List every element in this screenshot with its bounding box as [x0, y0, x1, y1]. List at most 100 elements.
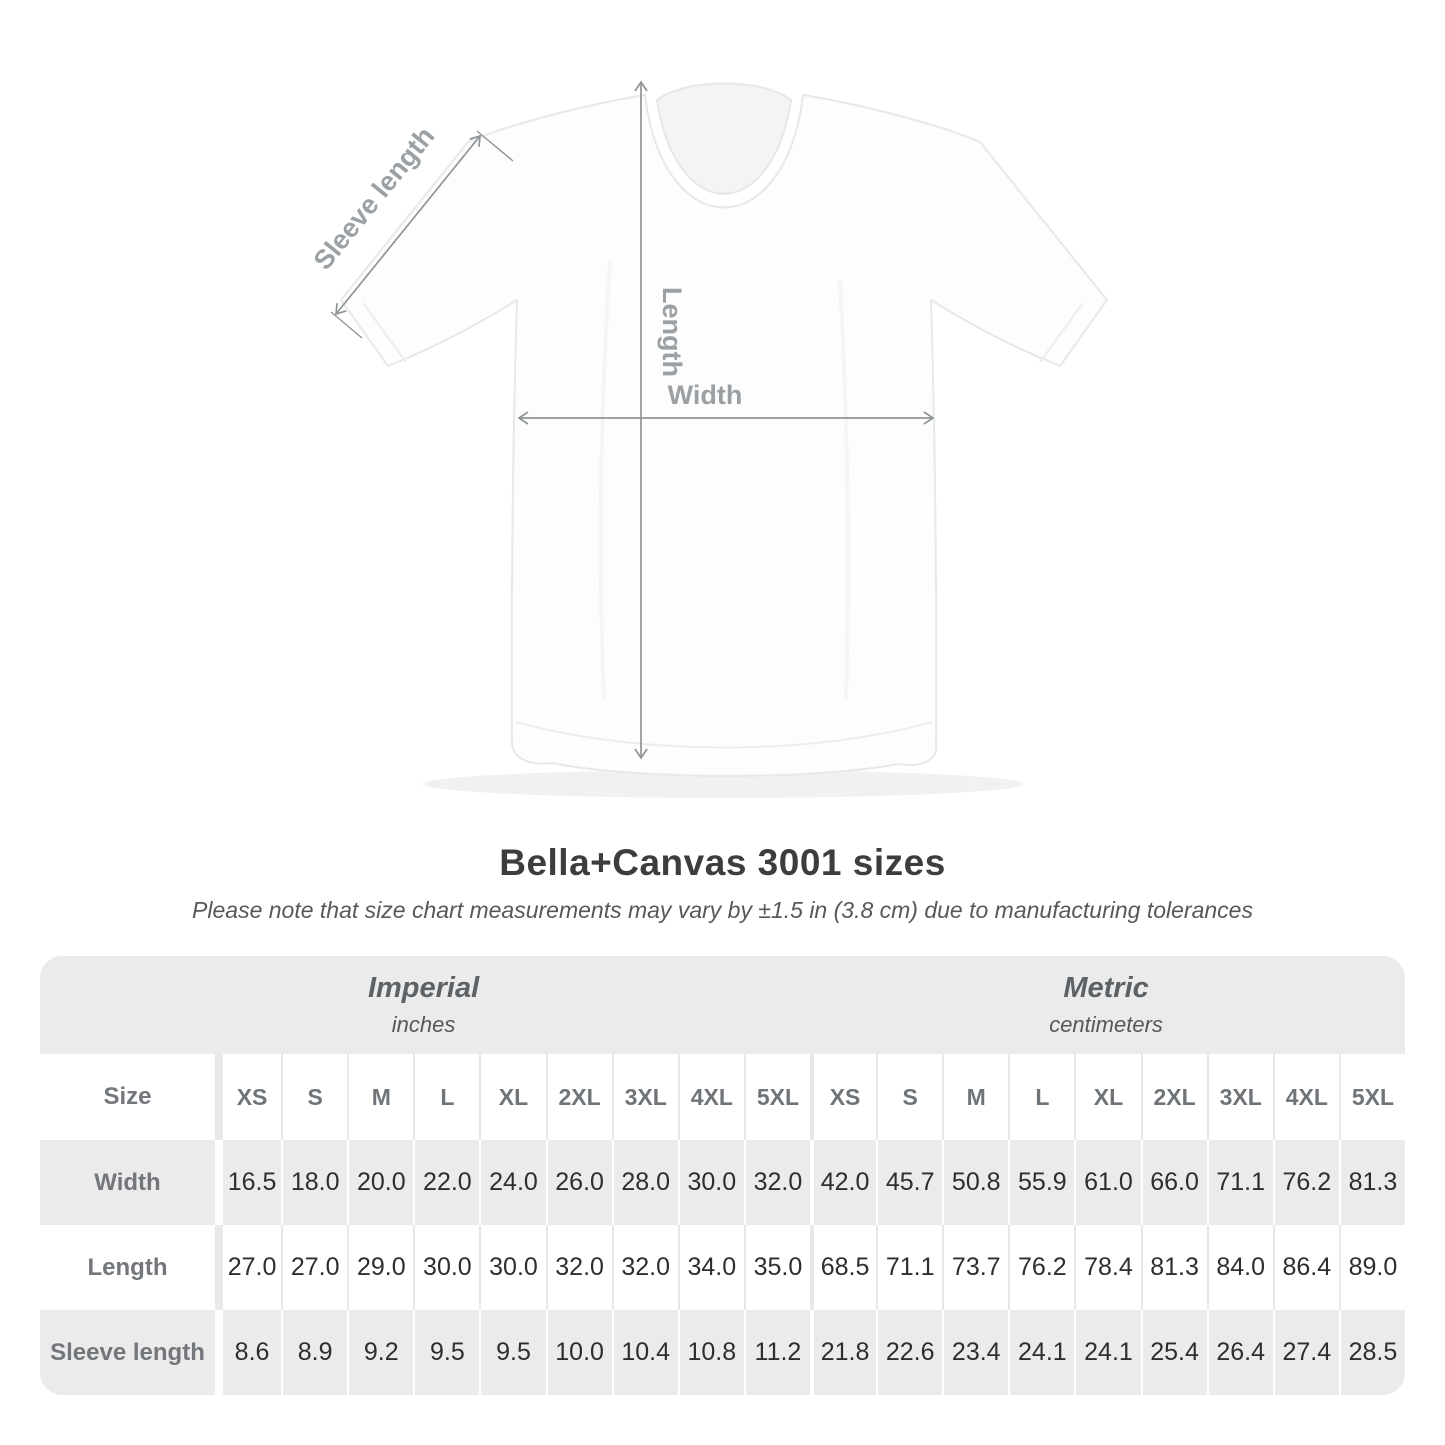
- value-cell: 27.0: [281, 1225, 347, 1310]
- size-col-imperial-s: S: [281, 1054, 347, 1140]
- value-cell: 20.0: [347, 1140, 413, 1225]
- value-cell: 8.9: [281, 1310, 347, 1395]
- value-cell: 55.9: [1008, 1140, 1074, 1225]
- tshirt-measurement-diagram: Sleeve length Length Width: [308, 80, 1108, 798]
- size-col-metric-3xl: 3XL: [1206, 1054, 1273, 1140]
- sleeve-length-arrow: [335, 134, 481, 316]
- metric-label: Metric: [1063, 972, 1149, 1004]
- value-cell: 24.1: [1008, 1310, 1074, 1395]
- imperial-unit-header: Imperial inches: [40, 972, 807, 1038]
- value-cell: 42.0: [809, 1140, 876, 1225]
- size-col-metric-xl: XL: [1074, 1054, 1140, 1140]
- value-cell: 68.5: [809, 1225, 876, 1310]
- size-col-imperial-xl: XL: [479, 1054, 545, 1140]
- value-cell: 8.6: [215, 1310, 281, 1395]
- size-col-imperial-m: M: [347, 1054, 413, 1140]
- width-label: Width: [668, 380, 743, 410]
- value-cell: 32.0: [743, 1140, 810, 1225]
- page-title: Bella+Canvas 3001 sizes: [499, 842, 946, 883]
- value-cell: 86.4: [1272, 1225, 1339, 1310]
- value-cell: 22.0: [413, 1140, 479, 1225]
- value-cell: 30.0: [479, 1225, 545, 1310]
- value-cell: 10.8: [677, 1310, 744, 1395]
- value-cell: 35.0: [743, 1225, 810, 1310]
- value-cell: 27.0: [215, 1225, 281, 1310]
- size-col-imperial-4xl: 4XL: [677, 1054, 744, 1140]
- table-row-sleeve-length: Sleeve length 8.6 8.9 9.2 9.5 9.5 10.0 10.4 10.8…: [40, 1310, 1405, 1395]
- length-label: Length: [657, 287, 687, 377]
- size-col-imperial-l: L: [413, 1054, 479, 1140]
- value-cell: 26.4: [1206, 1310, 1273, 1395]
- value-cell: 45.7: [876, 1140, 942, 1225]
- size-col-imperial-5xl: 5XL: [743, 1054, 810, 1140]
- value-cell: 10.0: [545, 1310, 612, 1395]
- row-label: Length: [87, 1253, 168, 1281]
- value-cell: 9.5: [479, 1310, 545, 1395]
- value-cell: 11.2: [743, 1310, 810, 1395]
- unit-header-band: Imperial inches Metric centimeters: [40, 956, 1405, 1054]
- metric-unit-label: centimeters: [1049, 1012, 1163, 1037]
- value-cell: 18.0: [281, 1140, 347, 1225]
- value-cell: 89.0: [1338, 1225, 1405, 1310]
- sleeve-arrow-end-tick: [476, 130, 514, 162]
- value-cell: 32.0: [545, 1225, 612, 1310]
- size-header-row: Size XS S M L XL 2XL 3XL 4XL 5XL XS S M L XL 2XL 3XL 4XL…: [40, 1054, 1405, 1140]
- size-table-card: Imperial inches Metric centimeters Size …: [40, 956, 1405, 1395]
- value-cell: 84.0: [1206, 1225, 1273, 1310]
- value-cell: 81.3: [1140, 1225, 1207, 1310]
- tolerance-note: Please note that size chart measurements…: [192, 897, 1253, 923]
- value-cell: 22.6: [876, 1310, 942, 1395]
- value-cell: 16.5: [215, 1140, 281, 1225]
- value-cell: 30.0: [677, 1140, 744, 1225]
- size-col-imperial-2xl: 2XL: [545, 1054, 612, 1140]
- value-cell: 81.3: [1338, 1140, 1405, 1225]
- value-cell: 71.1: [876, 1225, 942, 1310]
- value-cell: 32.0: [611, 1225, 678, 1310]
- size-col-metric-m: M: [942, 1054, 1008, 1140]
- value-cell: 9.5: [413, 1310, 479, 1395]
- size-column-header: Size: [103, 1083, 152, 1110]
- value-cell: 76.2: [1008, 1225, 1074, 1310]
- value-cell: 27.4: [1272, 1310, 1339, 1395]
- size-col-metric-xs: XS: [809, 1054, 876, 1140]
- value-cell: 78.4: [1074, 1225, 1140, 1310]
- value-cell: 73.7: [942, 1225, 1008, 1310]
- metric-unit-header: Metric centimeters: [807, 972, 1405, 1038]
- value-cell: 24.0: [479, 1140, 545, 1225]
- imperial-label: Imperial: [367, 972, 480, 1004]
- value-cell: 28.5: [1338, 1310, 1405, 1395]
- value-cell: 30.0: [413, 1225, 479, 1310]
- value-cell: 28.0: [611, 1140, 678, 1225]
- value-cell: 26.0: [545, 1140, 612, 1225]
- value-cell: 24.1: [1074, 1310, 1140, 1395]
- row-label: Sleeve length: [50, 1338, 205, 1366]
- value-cell: 25.4: [1140, 1310, 1207, 1395]
- size-col-imperial-3xl: 3XL: [611, 1054, 678, 1140]
- value-cell: 71.1: [1206, 1140, 1273, 1225]
- tshirt-graphic: [340, 82, 1108, 777]
- value-cell: 61.0: [1074, 1140, 1140, 1225]
- table-row-length: Length 27.0 27.0 29.0 30.0 30.0 32.0 32.0 34.0 35…: [40, 1225, 1405, 1310]
- size-col-metric-s: S: [876, 1054, 942, 1140]
- size-col-imperial-xs: XS: [215, 1054, 281, 1140]
- size-table: Size XS S M L XL 2XL 3XL 4XL 5XL XS S M L XL 2XL 3XL 4XL…: [40, 1054, 1405, 1395]
- size-col-metric-2xl: 2XL: [1140, 1054, 1207, 1140]
- size-col-metric-l: L: [1008, 1054, 1074, 1140]
- value-cell: 50.8: [942, 1140, 1008, 1225]
- table-row-width: Width 16.5 18.0 20.0 22.0 24.0 26.0 28.0 30.0 32.…: [40, 1140, 1405, 1225]
- value-cell: 34.0: [677, 1225, 744, 1310]
- size-col-metric-4xl: 4XL: [1272, 1054, 1339, 1140]
- value-cell: 21.8: [809, 1310, 876, 1395]
- value-cell: 23.4: [942, 1310, 1008, 1395]
- value-cell: 76.2: [1272, 1140, 1339, 1225]
- value-cell: 66.0: [1140, 1140, 1207, 1225]
- value-cell: 10.4: [611, 1310, 678, 1395]
- value-cell: 9.2: [347, 1310, 413, 1395]
- imperial-unit-label: inches: [391, 1012, 456, 1037]
- size-col-metric-5xl: 5XL: [1338, 1054, 1405, 1140]
- row-label: Width: [94, 1168, 161, 1196]
- sleeve-arrow-start-tick: [330, 311, 363, 339]
- shirt-shadow: [423, 770, 1023, 798]
- value-cell: 29.0: [347, 1225, 413, 1310]
